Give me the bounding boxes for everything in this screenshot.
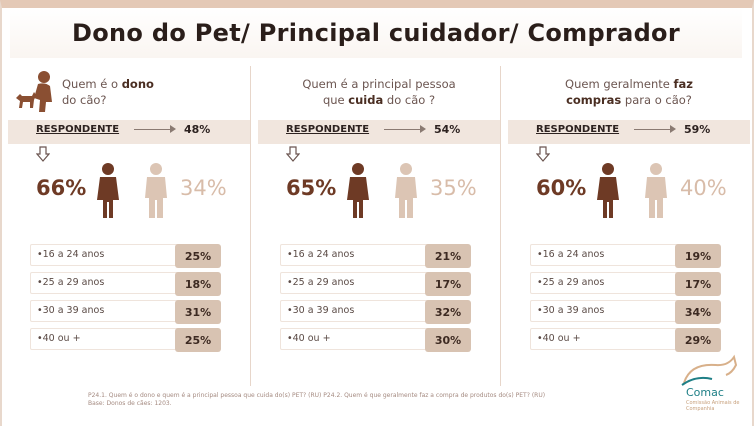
- respondente-label: RESPONDENTE: [36, 124, 120, 135]
- age-row: •40 ou + 30%: [280, 328, 471, 352]
- age-row: •25 a 29 anos 17%: [280, 272, 471, 296]
- male-pct: 34%: [180, 176, 227, 200]
- right-arrow-icon: [384, 125, 426, 133]
- male-figure-icon: [145, 163, 167, 218]
- female-figure-icon: [347, 163, 369, 218]
- respondente-pct: 59%: [684, 123, 711, 136]
- age-row: •30 a 39 anos 32%: [280, 300, 471, 324]
- age-label: •40 ou +: [37, 333, 81, 344]
- age-label: •25 a 29 anos: [37, 277, 105, 288]
- age-value: 30%: [425, 328, 471, 352]
- respondente-band: [508, 120, 750, 144]
- age-value: 25%: [175, 328, 221, 352]
- age-value: 25%: [175, 244, 221, 268]
- down-arrow-icon: [36, 146, 50, 162]
- male-figure-icon: [645, 163, 667, 218]
- respondente-pct: 48%: [184, 123, 211, 136]
- female-figure-icon: [97, 163, 119, 218]
- footnote-base: Base: Donos de cães: 1203.: [88, 400, 172, 407]
- age-label: •16 a 24 anos: [287, 249, 355, 260]
- age-label: •30 a 39 anos: [37, 305, 105, 316]
- age-row: •16 a 24 anos 21%: [280, 244, 471, 268]
- age-row: •25 a 29 anos 18%: [30, 272, 221, 296]
- age-row: •25 a 29 anos 17%: [530, 272, 721, 296]
- age-row: •16 a 24 anos 19%: [530, 244, 721, 268]
- age-label: •16 a 24 anos: [37, 249, 105, 260]
- respondente-label: RESPONDENTE: [286, 124, 370, 135]
- respondente-band: [258, 120, 500, 144]
- logo-text: Comac: [686, 386, 724, 399]
- age-value: 17%: [675, 272, 721, 296]
- question-text: Quem geralmente faz compras para o cão?: [565, 77, 693, 107]
- panel-divider: [250, 66, 251, 386]
- footnote-question: P24.1. Quem é o dono e quem é a principa…: [88, 392, 546, 399]
- age-label: •25 a 29 anos: [287, 277, 355, 288]
- down-arrow-icon: [286, 146, 300, 162]
- age-label: •25 a 29 anos: [537, 277, 605, 288]
- male-pct: 40%: [680, 176, 727, 200]
- age-value: 31%: [175, 300, 221, 324]
- respondente-pct: 54%: [434, 123, 461, 136]
- logo-subtext: Comissão Animais de Companhia: [686, 400, 740, 412]
- age-value: 29%: [675, 328, 721, 352]
- panel-comprador: Quem geralmente faz compras para o cão? …: [508, 66, 750, 384]
- age-label: •30 a 39 anos: [537, 305, 605, 316]
- respondente-band: [8, 120, 250, 144]
- age-row: •40 ou + 25%: [30, 328, 221, 352]
- female-figure-icon: [597, 163, 619, 218]
- male-pct: 35%: [430, 176, 477, 200]
- age-row: •30 a 39 anos 34%: [530, 300, 721, 324]
- age-row: •40 ou + 29%: [530, 328, 721, 352]
- page-title: Dono do Pet/ Principal cuidador/ Comprad…: [72, 19, 680, 47]
- age-value: 19%: [675, 244, 721, 268]
- age-value: 17%: [425, 272, 471, 296]
- panel-cuidador: Quem é a principal pessoa que cuida do c…: [258, 66, 500, 384]
- right-arrow-icon: [134, 125, 176, 133]
- age-value: 34%: [675, 300, 721, 324]
- male-figure-icon: [395, 163, 417, 218]
- right-arrow-icon: [634, 125, 676, 133]
- panel-divider: [500, 66, 501, 386]
- question-text: Quem é a principal pessoa que cuida do c…: [302, 77, 456, 107]
- age-value: 32%: [425, 300, 471, 324]
- female-pct: 66%: [36, 176, 87, 200]
- age-value: 18%: [175, 272, 221, 296]
- age-value: 21%: [425, 244, 471, 268]
- age-row: •30 a 39 anos 31%: [30, 300, 221, 324]
- title-band: Dono do Pet/ Principal cuidador/ Comprad…: [10, 8, 742, 58]
- respondente-label: RESPONDENTE: [536, 124, 620, 135]
- down-arrow-icon: [536, 146, 550, 162]
- age-label: •40 ou +: [287, 333, 331, 344]
- owner-with-dog-icon: [16, 71, 52, 112]
- age-row: •16 a 24 anos 25%: [30, 244, 221, 268]
- age-label: •30 a 39 anos: [287, 305, 355, 316]
- comac-logo-icon: [681, 354, 738, 386]
- age-label: •16 a 24 anos: [537, 249, 605, 260]
- footnote: P24.1. Quem é o dono e quem é a principa…: [88, 392, 648, 408]
- female-pct: 60%: [536, 176, 587, 200]
- female-pct: 65%: [286, 176, 337, 200]
- age-label: •40 ou +: [537, 333, 581, 344]
- question-text: Quem é o dono do cão?: [62, 77, 154, 107]
- panel-dono: Quem é o dono do cão? RESPONDENTE 48% 66…: [8, 66, 250, 384]
